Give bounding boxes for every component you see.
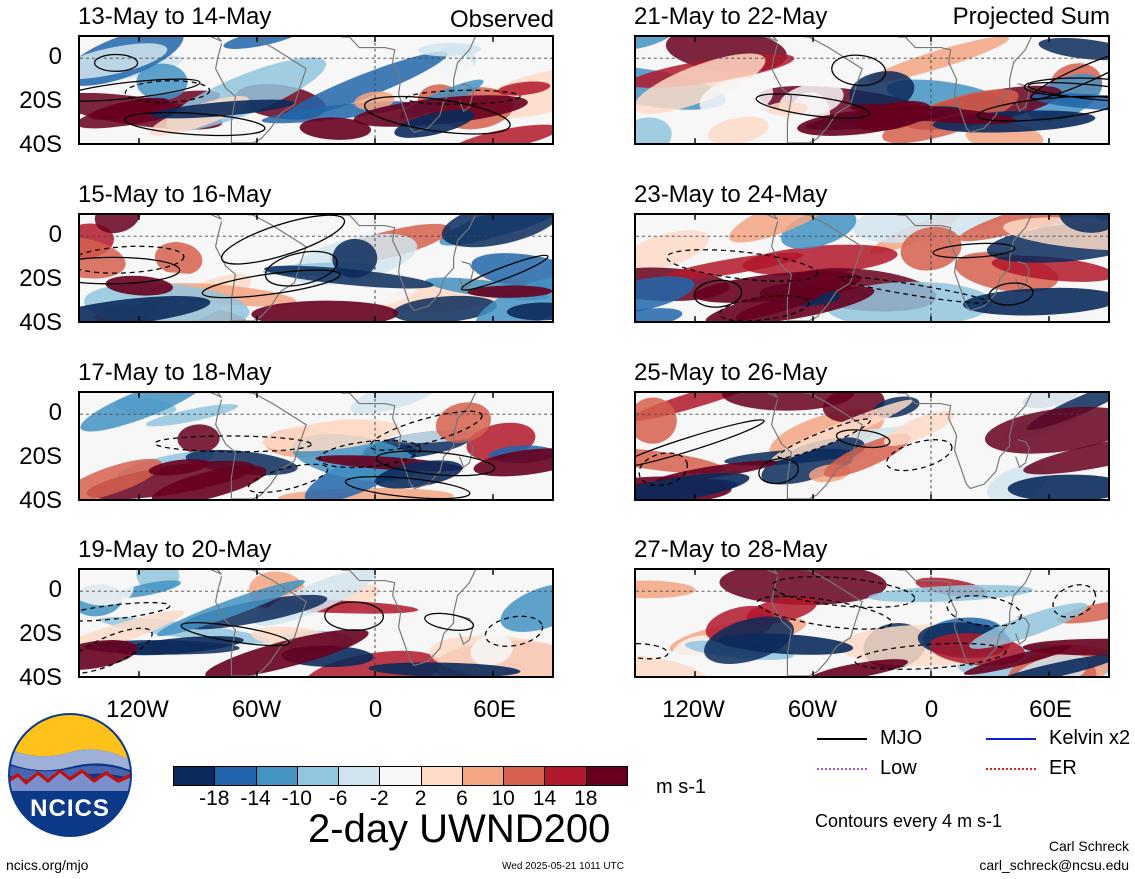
colorbar-cell-9	[503, 766, 546, 786]
legend-label-1: MJO	[880, 727, 923, 749]
contour-note: Contours every 4 m s-1	[815, 811, 1003, 831]
colorbar-tick-2: -14	[240, 787, 271, 810]
legend-label-3: Low	[880, 757, 917, 779]
logo-text: NCICS	[30, 795, 110, 822]
ncics-logo-icon	[8, 713, 132, 837]
colorbar-tick-8: 10	[491, 787, 515, 810]
colorbar-tick-7: 6	[456, 787, 468, 810]
colorbar-tick-10: 18	[574, 787, 598, 810]
colorbar-cell-4	[296, 766, 340, 786]
colorbar-tick-9: 14	[532, 787, 557, 810]
panel-title-right-1: 21-May to 22-May	[634, 3, 828, 30]
lat-label-4-2: 20S	[19, 620, 62, 647]
colorbar-cell-1	[173, 766, 216, 786]
colorbar-tick-6: 2	[414, 787, 427, 810]
colorbar-cell-11	[585, 766, 628, 786]
panel-title-left-3: 17-May to 18-May	[78, 359, 272, 386]
lat-label-1-1: 0	[48, 43, 62, 70]
projected-sum-label: Projected Sum	[952, 3, 1110, 30]
colorbar-units: m s-1	[656, 776, 706, 798]
legend-line-1	[817, 738, 867, 740]
figure-title: 2-day UWND200	[308, 807, 611, 851]
lon-label-1-4: 60E	[473, 696, 516, 723]
lon-label-1-1: 120W	[106, 696, 169, 723]
ncics-logo: NCICS	[8, 713, 132, 837]
colorbar-tick-3: -10	[281, 787, 312, 810]
lat-label-3-2: 20S	[19, 443, 62, 470]
lat-label-4-1: 0	[48, 576, 62, 603]
lat-label-1-3: 40S	[19, 131, 62, 158]
footer-url[interactable]: ncics.org/mjo	[6, 857, 89, 873]
map-panel-left-2	[78, 213, 554, 323]
legend-line-2	[986, 738, 1036, 740]
colorbar-cell-10	[544, 766, 587, 786]
lon-label-1-2: 60W	[231, 696, 282, 723]
colorbar	[173, 766, 628, 786]
lon-label-1-3: 0	[368, 696, 383, 723]
lat-label-2-1: 0	[48, 221, 62, 248]
footer-author: Carl Schreck	[1048, 838, 1129, 854]
colorbar-cell-2	[214, 766, 257, 786]
map-panel-right-2	[634, 213, 1110, 323]
footer-email[interactable]: carl_schreck@ncsu.edu	[979, 857, 1129, 873]
colorbar-tick-1: -18	[199, 787, 230, 810]
lon-label-2-1: 120W	[662, 696, 725, 723]
legend-line-3	[817, 768, 867, 770]
map-panel-right-3	[634, 391, 1110, 501]
panel-title-right-2: 23-May to 24-May	[634, 181, 828, 208]
lon-label-2-4: 60E	[1029, 696, 1072, 723]
panel-title-right-4: 27-May to 28-May	[634, 536, 828, 563]
lat-label-3-1: 0	[48, 399, 62, 426]
legend-label-4: ER	[1049, 757, 1077, 779]
colorbar-cell-5	[338, 766, 381, 786]
map-panel-left-4	[78, 568, 554, 678]
lat-label-4-3: 40S	[19, 664, 62, 691]
panel-title-left-2: 15-May to 16-May	[78, 181, 272, 208]
observed-label: Observed	[449, 6, 554, 33]
panel-title-right-3: 25-May to 26-May	[634, 359, 828, 386]
colorbar-cell-8	[461, 766, 505, 786]
legend-line-4	[986, 768, 1036, 770]
lat-label-2-3: 40S	[19, 309, 62, 336]
lat-label-3-3: 40S	[19, 487, 62, 514]
colorbar-cell-6	[379, 766, 422, 786]
lat-label-1-2: 20S	[19, 87, 62, 114]
footer-timestamp: Wed 2025-05-21 1011 UTC	[502, 861, 624, 872]
colorbar-tick-5: -2	[370, 787, 389, 810]
map-panel-right-4	[634, 568, 1110, 678]
panel-title-left-1: 13-May to 14-May	[78, 3, 272, 30]
lat-label-2-2: 20S	[19, 265, 62, 292]
lon-label-2-2: 60W	[787, 696, 838, 723]
colorbar-cell-3	[255, 766, 298, 786]
colorbar-tick-4: -6	[328, 787, 348, 810]
lon-label-2-3: 0	[924, 696, 939, 723]
map-panel-left-3	[78, 391, 554, 501]
panel-title-left-4: 19-May to 20-May	[78, 536, 272, 563]
map-panel-left-1	[78, 35, 554, 145]
colorbar-cell-7	[420, 766, 463, 786]
legend-label-2: Kelvin x2	[1049, 727, 1131, 749]
map-panel-right-1	[634, 35, 1110, 145]
